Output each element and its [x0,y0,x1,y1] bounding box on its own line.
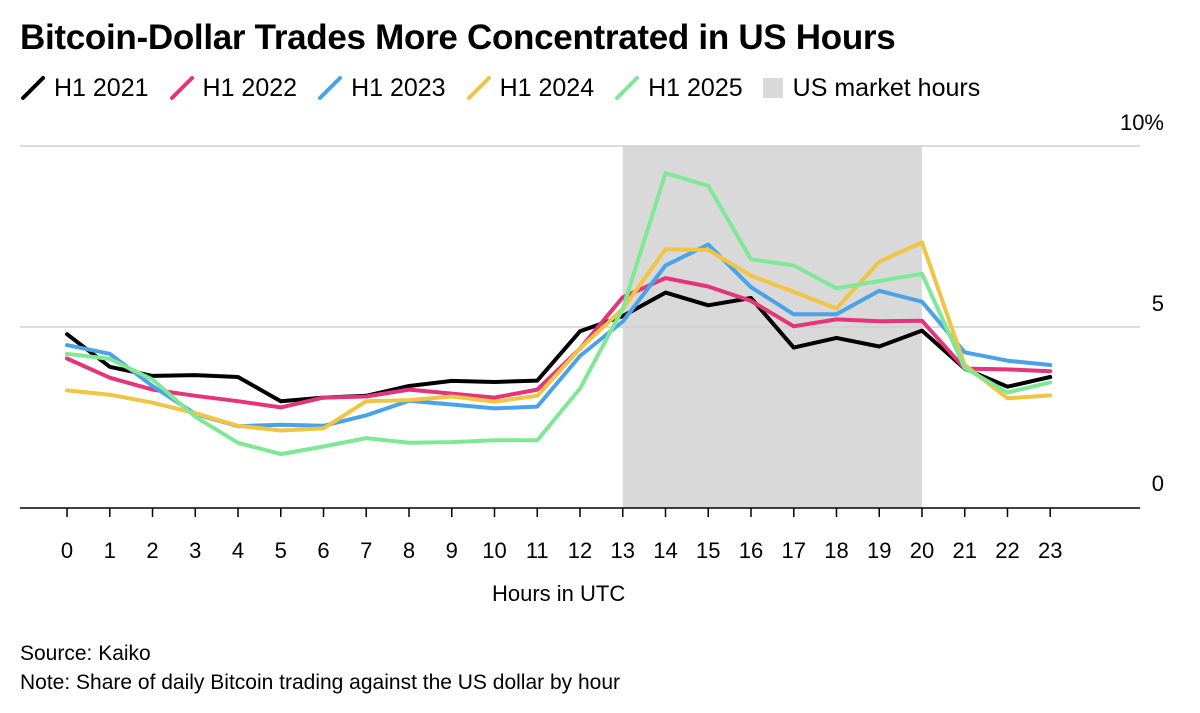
x-tick-label-15: 15 [696,538,720,563]
legend-item-h1-2023: H1 2023 [317,74,446,103]
x-tick-label-20: 20 [910,538,934,563]
legend-swatch-us-market-hours [762,78,783,98]
x-tick-label-13: 13 [611,538,635,563]
x-tick-label-21: 21 [952,538,976,563]
x-tick-label-17: 17 [781,538,805,563]
y-tick-label-10: 10% [1120,110,1164,135]
legend-swatch-h1-2021 [21,76,45,100]
x-tick-label-2: 2 [146,538,158,563]
x-tick-label-18: 18 [824,538,848,563]
x-tick-label-14: 14 [653,538,677,563]
legend-swatch-h1-2024 [466,76,491,100]
x-tick-label-1: 1 [104,538,116,563]
legend-label-h1-2025: H1 2025 [648,73,743,102]
legend-label-h1-2021: H1 2021 [54,73,149,102]
x-tick-label-11: 11 [526,538,549,563]
x-tick-label-0: 0 [61,538,73,563]
x-tick-label-19: 19 [867,538,891,563]
footnote: Note: Share of daily Bitcoin trading aga… [20,671,621,694]
legend-swatch-h1-2025 [615,76,640,100]
x-tick-label-10: 10 [482,538,506,563]
legend-item-us-market-hours: US market hours [762,73,981,103]
legend: H1 2021 H1 2022 H1 2023 H1 2024 H1 2025 … [20,70,1000,106]
x-tick-label-4: 4 [232,538,244,563]
x-axis-title: Hours in UTC [492,581,625,606]
series-line-h1-2025 [65,171,1053,457]
series-line-h1-2021 [65,290,1053,404]
x-tick-label-8: 8 [403,538,415,563]
legend-label-h1-2022: H1 2022 [202,73,298,102]
legend-item-h1-2022: H1 2022 [169,73,298,103]
y-tick-label-0: 0 [1152,471,1164,496]
x-tick-label-22: 22 [995,538,1019,563]
x-tick-label-5: 5 [275,538,287,563]
legend-label-us-market-hours: US market hours [792,73,981,102]
series-line-h1-2022 [65,276,1053,410]
x-tick-label-23: 23 [1038,538,1062,563]
x-tick-label-6: 6 [317,538,329,563]
chart-title: Bitcoin-Dollar Trades More Concentrated … [20,18,896,57]
legend-label-h1-2024: H1 2024 [499,73,595,102]
legend-label-h1-2023: H1 2023 [351,73,446,102]
x-tick-label-3: 3 [189,538,201,563]
x-tick-label-12: 12 [568,538,592,563]
legend-swatch-h1-2022 [169,76,194,100]
legend-item-h1-2021: H1 2021 [20,74,149,103]
y-tick-label-5: 5 [1152,291,1164,316]
series-line-h1-2024 [65,240,1053,433]
legend-item-h1-2024: H1 2024 [466,73,595,103]
x-tick-label-7: 7 [360,538,372,563]
legend-swatch-h1-2023 [318,76,343,100]
x-tick-label-9: 9 [446,538,458,563]
source-note: Source: Kaiko [20,642,151,665]
legend-item-h1-2025: H1 2025 [614,74,743,103]
x-tick-label-16: 16 [739,538,763,563]
